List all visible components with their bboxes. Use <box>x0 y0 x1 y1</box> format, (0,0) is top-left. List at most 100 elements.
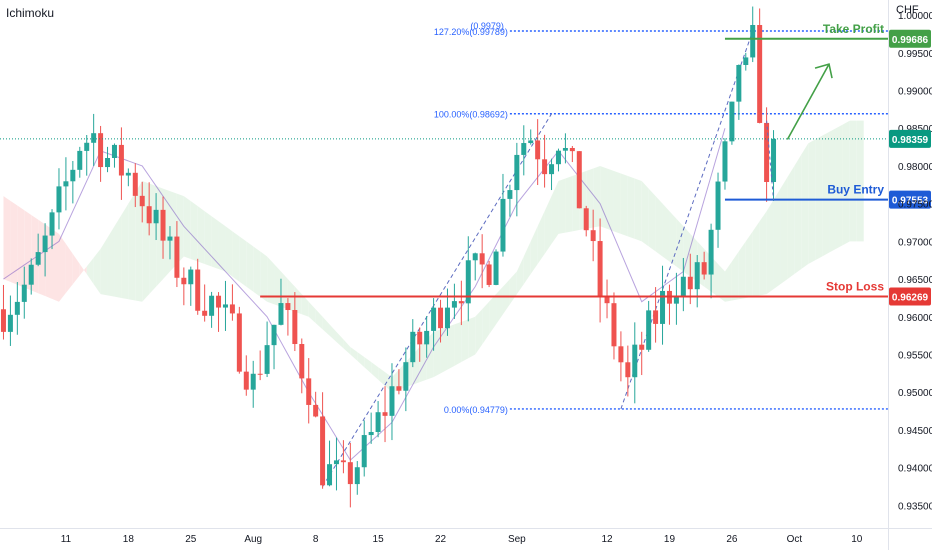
cloud-segment-bull <box>648 188 656 252</box>
cloud-segment-bull <box>655 196 663 257</box>
price-tick-label: 0.96000 <box>898 313 932 324</box>
candle-up <box>500 198 506 252</box>
candle-up <box>222 304 228 308</box>
candle-up <box>188 269 194 285</box>
candle-down <box>229 304 235 314</box>
candle-down <box>181 277 187 285</box>
candle-up <box>736 64 742 102</box>
candle-down <box>486 264 492 285</box>
cloud-segment-bull <box>121 203 129 300</box>
cloud-segment-bull <box>787 165 795 280</box>
candle-up <box>528 140 534 144</box>
cloud-segment-bull <box>634 178 642 242</box>
candle-down <box>757 25 763 123</box>
candle-down <box>479 253 485 265</box>
candle-up <box>70 169 76 182</box>
cloud-segment-bull <box>190 201 198 262</box>
cloud-segment-bull <box>447 324 455 370</box>
cloud-segment-bull <box>440 326 448 374</box>
candle-up <box>562 147 568 151</box>
cloud-segment-bull <box>607 168 614 232</box>
fib-level-label: 127.20%(0.99789) <box>434 27 508 37</box>
candle-up <box>111 144 117 159</box>
candle-up <box>694 262 700 290</box>
price-tick-label: 0.94500 <box>898 426 932 437</box>
cloud-segment-bear <box>72 253 80 285</box>
cloud-segment-bull <box>211 216 219 270</box>
cloud-segment-bull <box>433 329 441 378</box>
candle-down <box>0 309 6 332</box>
cloud-segment-bull <box>468 316 476 359</box>
ichimoku-cloud <box>3 120 864 393</box>
candle-down <box>382 412 388 416</box>
cloud-segment-bull <box>815 135 823 261</box>
time-tick-label: 8 <box>313 534 319 545</box>
cloud-segment-bull <box>329 324 337 342</box>
candle-up <box>472 253 478 261</box>
cloud-segment-bull <box>183 196 191 259</box>
time-tick-label: 26 <box>726 534 738 545</box>
cloud-segment-bull <box>294 286 302 315</box>
cloud-segment-bull <box>128 192 136 301</box>
candle-down <box>687 276 693 290</box>
candle-up <box>444 307 450 329</box>
candle-down <box>285 303 291 311</box>
cloud-segment-bull <box>662 203 670 262</box>
cloud-segment-bull <box>842 120 850 246</box>
candle-up <box>743 57 749 65</box>
cloud-segment-bull <box>509 271 517 305</box>
fib-trend-1 <box>322 113 552 487</box>
candle-down <box>216 295 222 308</box>
cloud-segment-bull <box>808 139 816 264</box>
price-axis: 0.99686 0.97553 0.96269 1.00000 0.99500 0.990… <box>889 11 932 512</box>
cloud-segment-bull <box>835 124 843 249</box>
cloud-segment-bull <box>669 211 677 267</box>
cloud-segment-bull <box>149 183 157 295</box>
arrow-shaft <box>786 63 830 140</box>
cloud-segment-bull <box>280 271 288 310</box>
candle-up <box>361 435 367 468</box>
candle-up <box>327 464 333 486</box>
cloud-segment-bull <box>620 173 628 237</box>
candle-down <box>625 362 631 378</box>
cloud-segment-bull <box>489 294 497 335</box>
candle-down <box>98 133 104 168</box>
cloud-segment-bull <box>301 294 309 317</box>
cloud-segment-bull <box>454 321 462 366</box>
candle-up <box>722 141 728 182</box>
cloud-segment-bull <box>336 331 344 349</box>
cloud-segment-bull <box>780 177 788 285</box>
candle-up <box>28 264 34 285</box>
candle-up <box>375 412 381 432</box>
cloud-segment-bull <box>516 256 524 295</box>
candle-down <box>576 151 582 209</box>
cloud-segment-bull <box>718 264 725 302</box>
cloud-segment-bull <box>530 226 538 275</box>
cloud-segment-bull <box>544 196 552 254</box>
candle-up <box>549 164 555 175</box>
price-tick-label: 0.94000 <box>898 464 932 475</box>
candle-up <box>465 260 471 304</box>
candle-down <box>764 122 770 182</box>
candle-down <box>583 208 589 231</box>
price-tick-label: 1.00000 <box>898 11 932 22</box>
level-price-tag-text: 0.97553 <box>892 196 929 207</box>
candle-up <box>63 181 69 187</box>
cloud-segment-bull <box>849 120 857 242</box>
candle-down <box>653 310 659 324</box>
candle-up <box>680 276 686 298</box>
candle-down <box>417 331 423 345</box>
candle-up <box>264 345 270 374</box>
candle-up <box>250 373 256 390</box>
candle-down <box>313 404 319 417</box>
candle-down <box>396 386 402 391</box>
cloud-segment-bear <box>79 264 87 276</box>
price-tick-label: 0.95000 <box>898 388 932 399</box>
candle-up <box>708 229 714 275</box>
entry-dashed-mark <box>766 120 775 200</box>
candle-up <box>424 330 430 345</box>
candle-down <box>590 230 596 242</box>
cloud-segment-bull <box>357 352 365 368</box>
